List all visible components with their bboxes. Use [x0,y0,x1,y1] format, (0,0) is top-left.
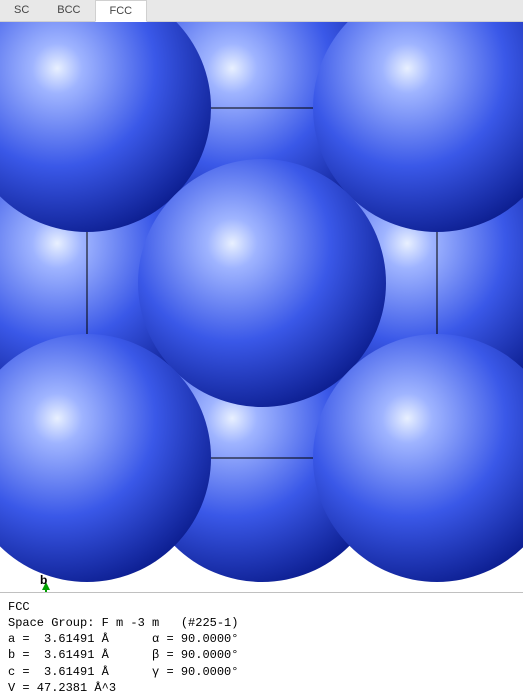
tab-fcc[interactable]: FCC [95,0,148,22]
tab-bar: SC BCC FCC [0,0,523,22]
tab-label: BCC [57,4,80,16]
axis-b-label: b [40,574,47,587]
tab-sc[interactable]: SC [0,0,43,21]
crystal-viewer[interactable]: b a c [0,22,523,592]
crystal-svg [0,22,523,592]
tab-bcc[interactable]: BCC [43,0,94,21]
info-space-group: Space Group: F m -3 m (#225-1) [8,615,515,631]
info-title: FCC [8,599,515,615]
info-v: V = 47.2381 Å^3 [8,680,515,696]
atom-sphere [138,159,386,407]
info-panel: FCC Space Group: F m -3 m (#225-1) a = 3… [0,592,523,700]
info-a: a = 3.61491 Å α = 90.0000° [8,631,515,647]
tab-label: SC [14,4,29,16]
tab-label: FCC [110,5,133,17]
info-b: b = 3.61491 Å β = 90.0000° [8,647,515,663]
info-c: c = 3.61491 Å γ = 90.0000° [8,664,515,680]
